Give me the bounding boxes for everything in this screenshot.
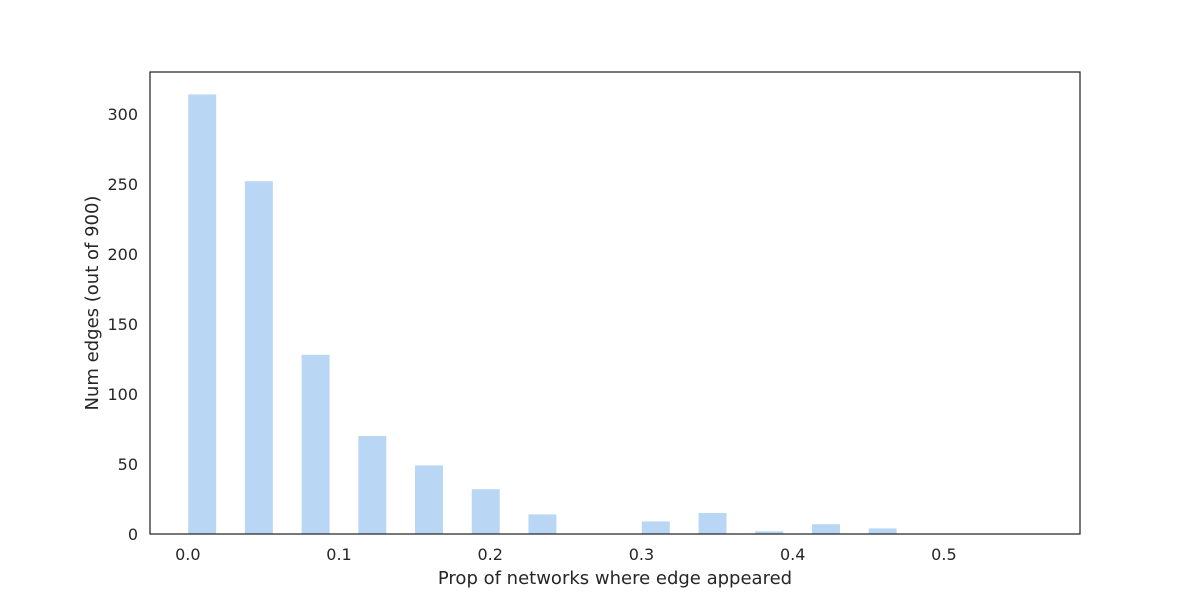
x-tick-label: 0.1 xyxy=(326,545,351,564)
bar-11 xyxy=(811,524,840,534)
bar-10 xyxy=(755,531,784,534)
y-tick-label: 50 xyxy=(118,455,138,474)
bar-6 xyxy=(528,514,557,534)
x-tick-label: 0.0 xyxy=(175,545,200,564)
x-tick-label: 0.3 xyxy=(629,545,654,564)
y-tick-label: 100 xyxy=(107,385,138,404)
bar-8 xyxy=(641,521,670,534)
bar-4 xyxy=(415,465,443,534)
y-tick-label: 150 xyxy=(107,315,138,334)
bar-2 xyxy=(301,354,330,534)
bar-9 xyxy=(698,513,727,534)
x-tick-label: 0.2 xyxy=(478,545,503,564)
bar-5 xyxy=(471,489,500,534)
bar-1 xyxy=(244,181,273,534)
x-tick-label: 0.5 xyxy=(931,545,956,564)
bar-12 xyxy=(868,528,897,534)
y-tick-label: 250 xyxy=(107,175,138,194)
bars-group xyxy=(188,94,897,535)
y-tick-label: 200 xyxy=(107,245,138,264)
y-axis-ticks: 0 50 100 150 200 250 300 xyxy=(107,105,138,544)
y-tick-label: 300 xyxy=(107,105,138,124)
x-tick-label: 0.4 xyxy=(780,545,805,564)
x-axis-ticks: 0.0 0.1 0.2 0.3 0.4 0.5 xyxy=(175,545,957,564)
bar-0 xyxy=(188,94,217,535)
y-tick-label: 0 xyxy=(128,525,138,544)
x-axis-label: Prop of networks where edge appeared xyxy=(438,568,792,589)
y-axis-label: Num edges (out of 900) xyxy=(82,196,103,411)
bar-3 xyxy=(358,436,387,534)
plot-frame xyxy=(149,71,1081,535)
